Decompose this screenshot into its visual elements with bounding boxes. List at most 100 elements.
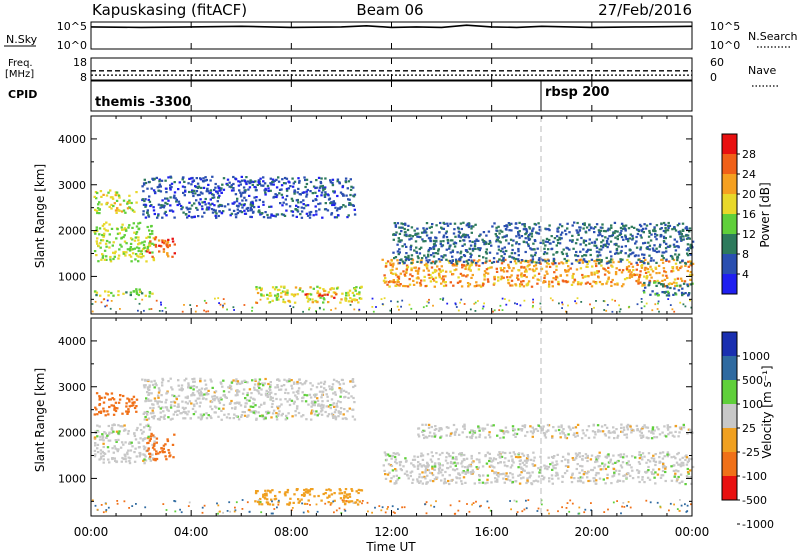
power-echoes-cell (346, 187, 349, 190)
vel-echoes-cell (488, 431, 491, 434)
power-echoes-cell (334, 293, 338, 296)
colorbar-swatch (722, 274, 737, 294)
vel-echoes-cell (114, 409, 118, 413)
power-echoes-cell (318, 208, 321, 211)
power-echoes-cell (633, 273, 637, 276)
power-echoes-cell (97, 260, 100, 263)
power-echoes-cell (204, 203, 207, 206)
power-echoes-cell (498, 240, 501, 243)
power-echoes-cell (511, 244, 514, 247)
vel-echoes-cell (210, 400, 214, 404)
power-echoes-cell (91, 310, 94, 313)
power-echoes-cell (518, 285, 522, 288)
vel-echoes-cell (260, 503, 264, 506)
power-echoes-cell (280, 285, 283, 288)
power-echoes-cell (189, 177, 193, 180)
power-echoes-cell (388, 281, 391, 284)
power-echoes-cell (667, 226, 670, 229)
vel-echoes-cell (133, 432, 136, 435)
vel-echoes-cell (416, 465, 420, 468)
power-echoes-cell (498, 232, 501, 235)
power-echoes-cell (264, 211, 267, 214)
vel-echoes-cell (211, 386, 214, 389)
power-echoes-cell (585, 250, 588, 254)
vel-echoes-cell (657, 428, 660, 431)
vel-echoes-cell (126, 451, 129, 454)
vel-echoes-cell (320, 396, 323, 399)
power-echoes-cell (338, 207, 341, 210)
power-echoes-cell (241, 206, 244, 209)
power-echoes-cell (635, 268, 638, 271)
power-echoes-cell (574, 300, 576, 303)
power-echoes-cell (216, 200, 219, 203)
vel-echoes-cell (332, 378, 336, 381)
vel-echoes-cell (582, 473, 586, 476)
power-echoes-cell (156, 216, 159, 219)
vel-echoes-cell (468, 431, 472, 434)
power-echoes-cell (305, 195, 308, 198)
power-echoes-cell (635, 261, 638, 264)
power-echoes-cell (543, 247, 546, 250)
vel-echoes-cell (513, 453, 517, 456)
power-echoes-cell (261, 212, 264, 215)
vel-echoes-cell (241, 410, 244, 414)
vel-echoes-cell (142, 445, 146, 448)
power-echoes-cell (689, 261, 693, 264)
power-echoes-cell (128, 201, 131, 204)
vel-echoes-cell (154, 399, 157, 403)
power-echoes-cell (650, 257, 653, 260)
power-echoes-cell (520, 235, 524, 238)
power-echoes-cell (688, 283, 692, 286)
power-echoes-cell (161, 310, 164, 312)
vel-echoes-cell (426, 465, 429, 468)
vel-echoes-cell (682, 426, 686, 429)
vel-echoes-cell (667, 433, 670, 436)
vel-echoes-cell (175, 396, 178, 399)
vel-echoes-cell (524, 434, 527, 437)
vel-echoes-cell (663, 455, 666, 458)
power-echoes-cell (314, 205, 317, 208)
vel-echoes-cell (268, 503, 272, 506)
power-echoes-cell (129, 242, 133, 245)
vel-echoes-cell (209, 405, 212, 408)
power-echoes-cell (305, 212, 309, 215)
vel-echoes-cell (237, 418, 241, 421)
vel-echoes-cell (151, 457, 155, 460)
vel-echoes-cell (95, 392, 99, 395)
vel-echoes-cell (224, 396, 227, 399)
power-echoes-cell (99, 190, 103, 193)
power-echoes-cell (640, 301, 643, 303)
vel-echoes-cell (579, 464, 582, 468)
vel-echoes-cell (173, 404, 176, 407)
power-echoes-cell (531, 268, 534, 271)
power-echoes-cell (341, 192, 344, 196)
power-echoes-cell (403, 243, 406, 246)
power-echoes-cell (293, 192, 296, 195)
power-echoes-cell (411, 259, 415, 262)
vel-echoes-cell (401, 506, 403, 509)
vel-echoes-cell (572, 433, 575, 437)
power-echoes-cell (195, 199, 198, 202)
power-echoes-cell (672, 281, 676, 284)
power-echoes-cell (465, 224, 468, 227)
power-echoes-cell (223, 205, 227, 208)
power-echoes-cell (405, 267, 409, 270)
vel-echoes-cell (453, 469, 457, 472)
power-echoes-cell (375, 306, 377, 308)
power-echoes-cell (496, 236, 500, 239)
vel-echoes-cell (682, 423, 685, 426)
vel-echoes-cell (673, 475, 676, 478)
power-echoes-cell (146, 225, 149, 229)
vel-echoes-cell (532, 430, 535, 433)
power-echoes-cell (390, 300, 392, 303)
power-echoes-cell (199, 198, 202, 201)
vel-echoes-cell (108, 398, 111, 401)
vel-echoes-cell (321, 400, 324, 403)
power-echoes-cell (111, 197, 115, 200)
vel-echoes-cell (520, 471, 523, 474)
power-echoes-cell (169, 184, 172, 187)
power-echoes-cell (331, 203, 334, 207)
vel-echoes-cell (598, 477, 602, 480)
power-echoes-cell (546, 262, 549, 265)
vel-echoes-cell (560, 426, 563, 429)
